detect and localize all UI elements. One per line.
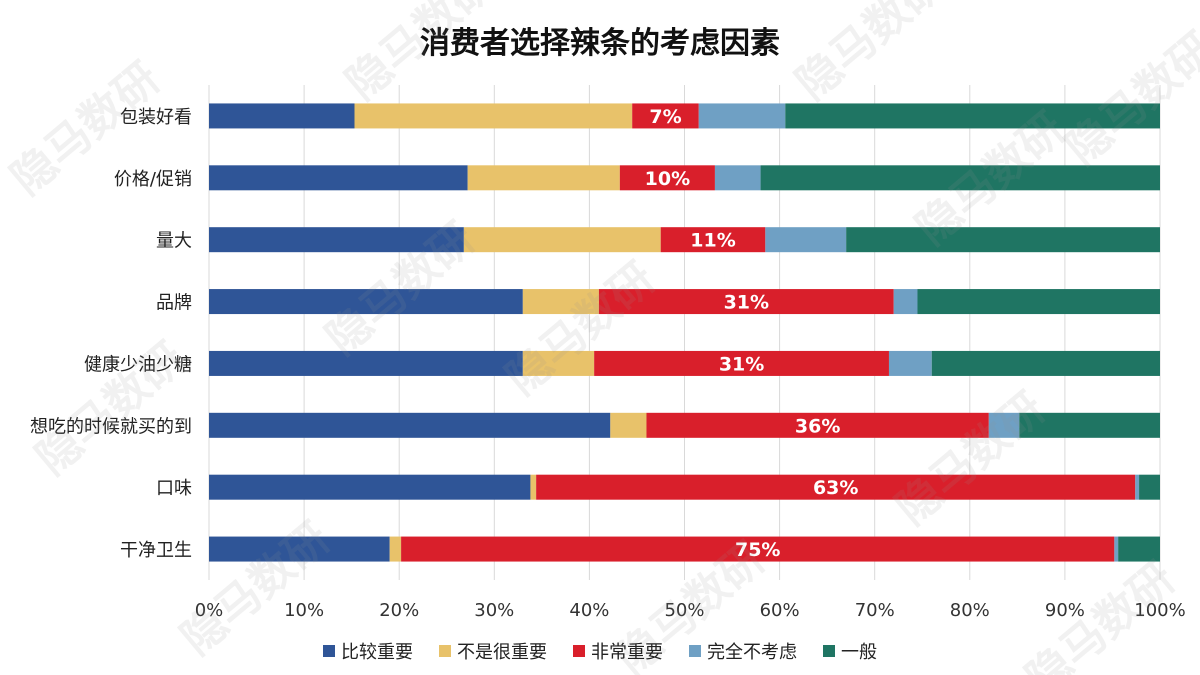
bar-segment (893, 289, 918, 315)
x-tick-label: 40% (569, 600, 609, 621)
bar-segment (619, 165, 715, 191)
bar-segment (530, 474, 537, 500)
bar-segment (209, 289, 523, 315)
legend-item: 不是很重要 (439, 638, 547, 664)
legend-item: 完全不考虑 (689, 638, 797, 664)
legend-label: 比较重要 (341, 642, 413, 663)
data-label: 11% (690, 230, 735, 252)
chart-title: 消费者选择辣条的考虑因素 (420, 26, 780, 61)
category-label: 口味 (156, 478, 192, 499)
bar-segment (536, 474, 1136, 500)
bar-segment (846, 227, 1160, 253)
legend-swatch (323, 645, 335, 657)
x-tick-label: 90% (1045, 600, 1085, 621)
bar-segment (463, 227, 661, 253)
bar-segment (522, 289, 599, 315)
bar-segment (632, 103, 699, 129)
legend-item: 比较重要 (323, 638, 413, 664)
bar-segment (467, 165, 620, 191)
x-tick-label: 20% (379, 600, 419, 621)
legend-label: 非常重要 (591, 642, 663, 663)
bar-segment (598, 289, 894, 315)
bar-segment (1019, 412, 1160, 438)
legend-label: 一般 (841, 642, 877, 663)
category-label: 想吃的时候就买的到 (30, 416, 192, 437)
bar-segment (765, 227, 847, 253)
bar-segment (209, 474, 531, 500)
x-tick-label: 50% (664, 600, 704, 621)
legend-swatch (689, 645, 701, 657)
x-tick-label: 10% (284, 600, 324, 621)
bar-segment (354, 103, 633, 129)
legend-label: 完全不考虑 (707, 642, 797, 663)
bar-segment (209, 350, 523, 376)
x-tick-label: 100% (1134, 600, 1185, 621)
bar-segment (660, 227, 766, 253)
legend-swatch (439, 645, 451, 657)
x-tick-label: 60% (760, 600, 800, 621)
watermark-text: 隐马数研 (787, 0, 955, 110)
bar-segment (714, 165, 761, 191)
watermark-text: 隐马数研 (337, 0, 505, 110)
category-label: 品牌 (156, 293, 192, 314)
category-label: 包装好看 (120, 107, 192, 128)
legend-label: 不是很重要 (457, 642, 547, 663)
bar-segment (1118, 536, 1160, 562)
bar-segment (594, 350, 889, 376)
category-label: 量大 (156, 231, 192, 252)
bar-segment (209, 536, 390, 562)
bar-segment (401, 536, 1115, 562)
bar-segment (1114, 536, 1119, 562)
bar-segment (389, 536, 402, 562)
data-label: 31% (724, 292, 769, 314)
x-tick-label: 80% (950, 600, 990, 621)
legend-swatch (573, 645, 585, 657)
x-tick-label: 70% (855, 600, 895, 621)
watermark-text: 隐马数研 (497, 253, 665, 405)
bar-segment (917, 289, 1160, 315)
bar-segment (209, 103, 355, 129)
legend-swatch (823, 645, 835, 657)
bar-segment (1135, 474, 1140, 500)
data-label: 75% (735, 539, 780, 561)
watermark-text: 隐马数研 (1057, 23, 1200, 175)
bar-segment (760, 165, 1160, 191)
data-label: 36% (795, 415, 840, 437)
bar-segment (522, 350, 595, 376)
data-label: 63% (813, 477, 858, 499)
data-label: 7% (649, 106, 681, 128)
bar-segment (209, 412, 611, 438)
bar-segment (698, 103, 786, 129)
bar-segment (988, 412, 1020, 438)
x-tick-label: 0% (195, 600, 224, 621)
chart-legend: 比较重要 不是很重要 非常重要 完全不考虑 一般 (0, 638, 1200, 664)
bar-segment (888, 350, 932, 376)
category-label: 干净卫生 (120, 540, 192, 561)
category-label: 价格/促销 (114, 169, 192, 190)
bar-segment (785, 103, 1160, 129)
legend-item: 一般 (823, 638, 877, 664)
bar-segment (646, 412, 989, 438)
bar-segment (1139, 474, 1160, 500)
bar-segment (931, 350, 1160, 376)
legend-item: 非常重要 (573, 638, 663, 664)
data-label: 31% (719, 353, 764, 375)
bar-segment (209, 165, 468, 191)
category-label: 健康少油少糖 (84, 354, 192, 375)
bar-segment (209, 227, 464, 253)
watermark-text: 隐马数研 (887, 383, 1055, 535)
bar-segment (610, 412, 647, 438)
x-tick-label: 30% (474, 600, 514, 621)
data-label: 10% (645, 168, 690, 190)
